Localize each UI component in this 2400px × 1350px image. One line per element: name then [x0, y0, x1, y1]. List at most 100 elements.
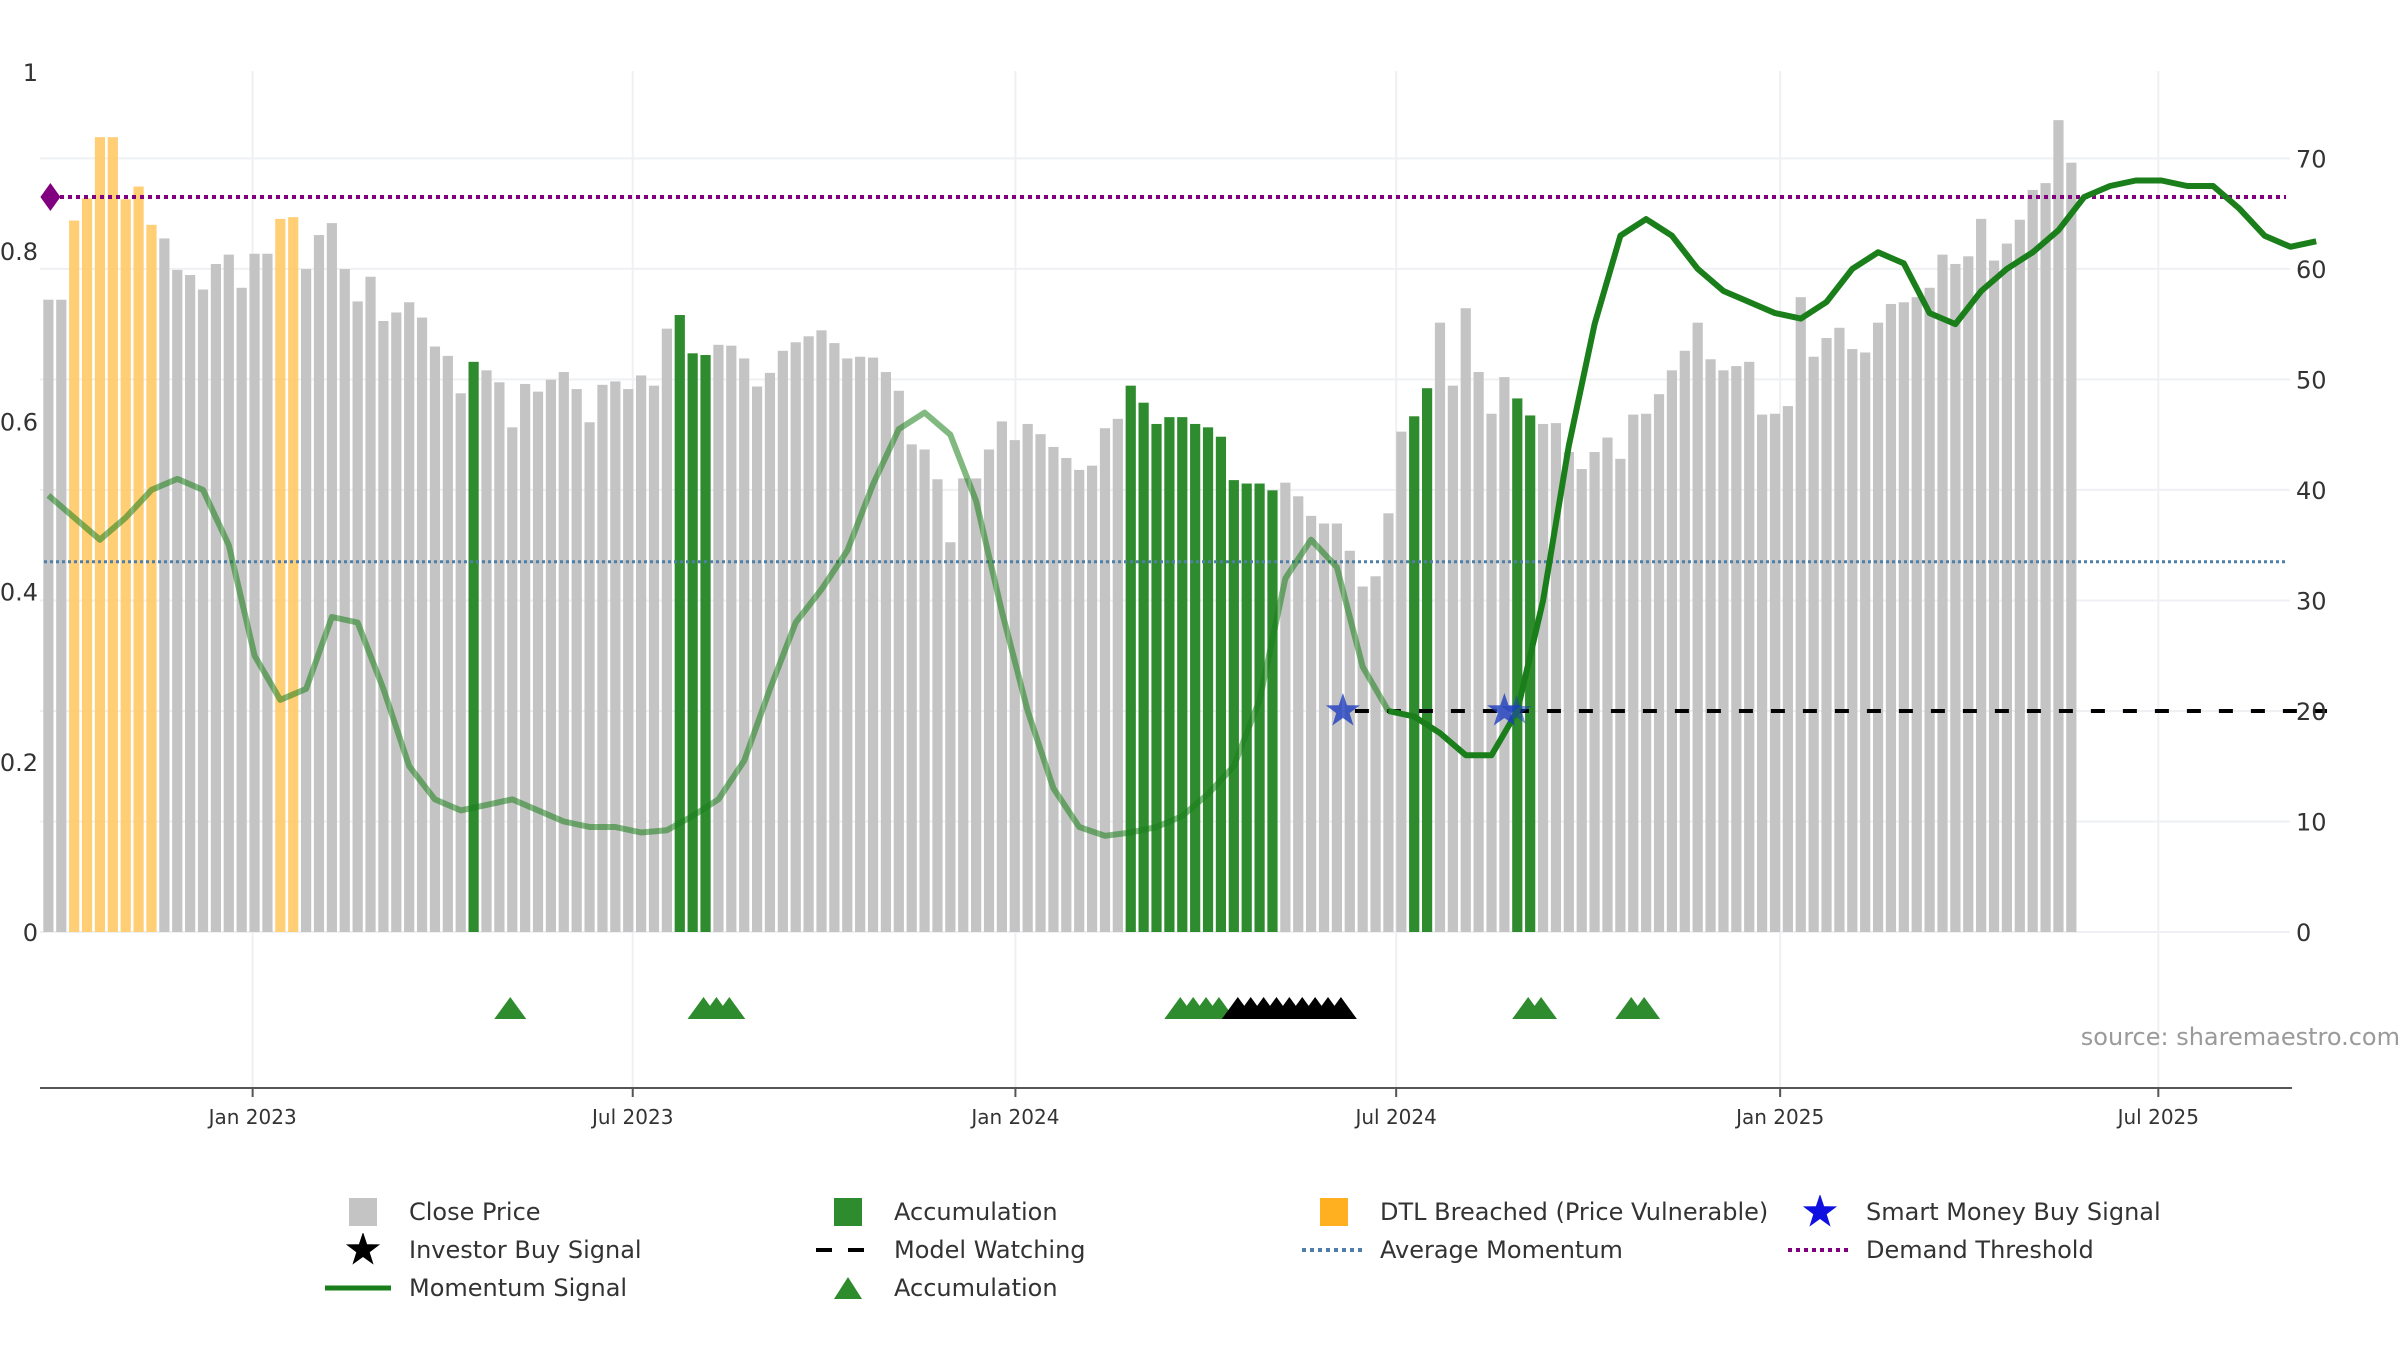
- close-price-bar: [442, 355, 453, 932]
- accumulation-bar: [700, 355, 711, 933]
- accumulation-bar: [687, 353, 698, 932]
- left-tick-label: 0.4: [0, 579, 38, 607]
- accumulation-bar: [1525, 415, 1536, 932]
- close-price-bar: [790, 342, 801, 933]
- dtl-bar: [94, 137, 106, 932]
- accumulation-bar: [1267, 490, 1278, 932]
- close-price-bar: [867, 357, 879, 932]
- green-line-icon: [325, 1271, 395, 1305]
- close-price-bar: [2040, 183, 2051, 932]
- close-price-bar: [1821, 338, 1832, 932]
- close-price-bar: [777, 350, 788, 933]
- x-tick-label: Jan 2023: [207, 1105, 297, 1129]
- accumulation-bar: [1125, 385, 1136, 933]
- close-price-bar: [1344, 550, 1355, 932]
- accumulation-bar: [1177, 417, 1188, 932]
- close-price-bar: [803, 336, 814, 932]
- close-price-bar: [1576, 469, 1587, 932]
- close-price-bar: [326, 223, 337, 932]
- close-price-bar: [1692, 322, 1703, 933]
- x-tick-label: Jul 2023: [590, 1105, 673, 1129]
- close-price-bar: [429, 346, 441, 933]
- dtl-bar: [275, 218, 286, 932]
- close-price-bar: [223, 254, 234, 932]
- legend-label: Accumulation: [894, 1274, 1058, 1302]
- legend-label: Smart Money Buy Signal: [1866, 1198, 2161, 1226]
- close-price-bar: [1306, 515, 1317, 932]
- close-price-bar: [1950, 263, 1961, 933]
- axes: Jan 2023 Jul 2023 Jan 2024 Jul 2024 Jan 2025…: [0, 59, 2327, 1129]
- close-price-bar: [1086, 465, 1098, 932]
- dtl-bar: [69, 220, 80, 933]
- dtl-bar: [107, 137, 118, 932]
- close-price-bar: [1988, 260, 2000, 932]
- right-tick-label: 60: [2296, 256, 2327, 284]
- close-price-bar: [1653, 394, 1665, 933]
- close-price-bar: [2066, 162, 2077, 933]
- close-price-bar: [1563, 452, 1574, 932]
- right-tick-label: 20: [2296, 698, 2327, 726]
- close-price-bar: [1641, 413, 1652, 933]
- close-price-bar: [1847, 349, 1858, 932]
- close-price-bar: [1963, 256, 1974, 932]
- legend-item: Close Price: [325, 1195, 541, 1229]
- close-price-bar: [1911, 297, 1922, 932]
- smart-money-star-icon: [1501, 695, 1532, 724]
- close-price-bar: [932, 479, 943, 932]
- close-price-bar: [507, 427, 518, 932]
- dtl-bar: [146, 224, 157, 933]
- x-tick-label: Jul 2024: [1353, 1105, 1436, 1129]
- accumulation-triangle-icon: [1628, 997, 1661, 1019]
- close-price-bar: [648, 385, 660, 933]
- close-price-bar: [571, 389, 582, 932]
- close-price-bar: [1976, 218, 1987, 932]
- orange-square-icon: [1296, 1195, 1366, 1229]
- accumulation-bar: [1512, 398, 1523, 933]
- close-price-bar: [1769, 413, 1781, 933]
- close-price-bar: [1280, 482, 1291, 932]
- legend-item: Accumulation: [810, 1195, 1058, 1229]
- left-tick-label: 0: [23, 919, 38, 947]
- dtl-bar: [133, 186, 144, 933]
- close-price-bar: [378, 320, 389, 932]
- purple-dotted-line-icon: [1782, 1233, 1852, 1267]
- left-tick-label: 1: [23, 59, 38, 87]
- right-tick-label: 50: [2296, 366, 2327, 394]
- close-price-bar: [185, 275, 196, 932]
- accumulation-bar: [468, 361, 479, 933]
- close-price-bar: [1834, 327, 1845, 932]
- close-price-bar: [855, 356, 866, 932]
- close-price-bar: [1499, 377, 1510, 932]
- close-price-bar: [1537, 423, 1549, 932]
- accumulation-triangle-icon: [1525, 997, 1558, 1019]
- legend-item: DTL Breached (Price Vulnerable): [1296, 1195, 1768, 1229]
- close-price-bar: [1396, 431, 1407, 932]
- close-price-bar: [1628, 414, 1639, 932]
- close-price-bar: [1447, 385, 1458, 933]
- close-price-bar: [1808, 356, 1819, 932]
- close-price-bar: [906, 444, 917, 932]
- smart-money-star-icon: [1325, 693, 1360, 726]
- close-price-bar: [1666, 370, 1678, 933]
- close-price-bar: [455, 393, 466, 932]
- close-price-bar: [1357, 586, 1368, 932]
- close-price-bar: [597, 384, 608, 932]
- close-price-bar: [661, 328, 672, 932]
- close-price-bar: [623, 389, 634, 932]
- close-price-bar: [1795, 297, 1806, 932]
- close-price-bar: [520, 383, 531, 932]
- close-price-bar: [726, 345, 737, 932]
- close-price-bar: [494, 382, 505, 932]
- close-price-bar: [43, 299, 54, 932]
- legend-label: Close Price: [409, 1198, 541, 1226]
- legend: Close Price Accumulation DTL Breached (Pri…: [0, 1194, 2400, 1325]
- close-price-bar: [1383, 513, 1394, 932]
- close-price-bar: [313, 235, 325, 932]
- dtl-bar: [81, 198, 93, 933]
- accumulation-bar: [1151, 423, 1162, 932]
- close-price-bar: [1615, 458, 1626, 932]
- close-price-bar: [545, 379, 557, 932]
- legend-item: Momentum Signal: [325, 1271, 627, 1305]
- close-price-bar: [301, 269, 312, 932]
- close-price-bar: [919, 449, 930, 932]
